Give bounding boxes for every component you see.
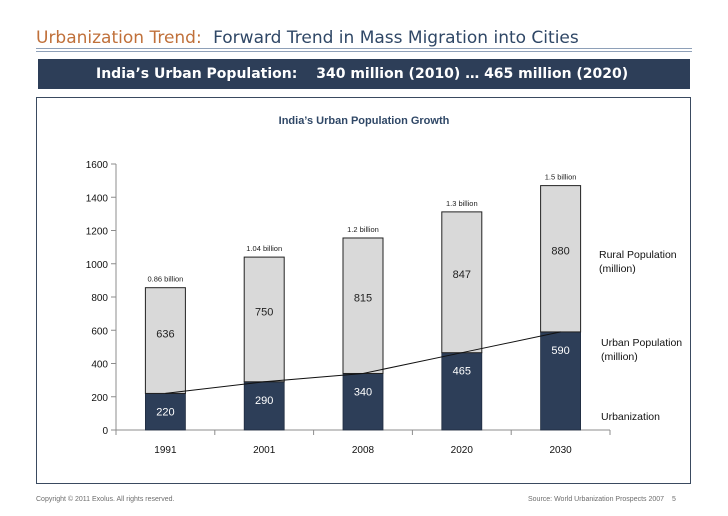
legend-urbanization: Urbanization <box>601 411 660 423</box>
source-note: Source: World Urbanization Prospects 200… <box>528 496 676 503</box>
rural-value-label: 750 <box>255 307 273 319</box>
bar-rural-population <box>441 211 483 354</box>
bars <box>144 185 582 431</box>
y-tick-label: 1600 <box>86 160 109 171</box>
summary-banner: India’s Urban Population: 340 million (2… <box>38 59 690 89</box>
bar-urban-population <box>243 381 285 431</box>
total-billion-label: 1.2 billion <box>347 225 379 234</box>
rural-value-label: 880 <box>551 245 569 257</box>
bar-urban-population <box>144 393 186 431</box>
y-tick-label: 200 <box>91 393 108 404</box>
x-tick-label: 2030 <box>549 445 572 456</box>
legend-urban-line2: (million) <box>601 351 638 363</box>
urban-value-label: 290 <box>255 395 273 407</box>
rural-value-label: 636 <box>156 328 174 340</box>
y-tick-label: 800 <box>91 293 108 304</box>
y-tick-label: 400 <box>91 360 108 371</box>
total-billion-label: 1.5 billion <box>545 173 577 182</box>
total-billion-label: 1.04 billion <box>246 244 282 253</box>
data-labels: 220 636 0.86 billion 290 750 1.04 billion 340 8… <box>147 173 576 419</box>
banner-left-text: India’s Urban Population: <box>96 66 298 82</box>
urban-value-label: 465 <box>453 366 471 378</box>
rural-value-label: 815 <box>354 293 372 305</box>
x-tick-label: 2008 <box>352 445 375 456</box>
total-billion-label: 0.86 billion <box>147 275 183 284</box>
page-number: 5 <box>672 496 676 503</box>
urbanization-trend-line <box>165 331 561 394</box>
x-axis: 1991 2001 2008 2020 2030 <box>115 429 611 456</box>
chart-title: India’s Urban Population Growth <box>279 115 450 127</box>
bar-urban-population <box>540 331 581 431</box>
y-tick-label: 0 <box>102 426 108 437</box>
title-rule-bottom <box>36 51 692 52</box>
title-main: Urbanization Trend: <box>36 28 202 48</box>
legend-rural-line2: (million) <box>599 263 636 275</box>
total-billion-label: 1.3 billion <box>446 199 478 208</box>
urban-value-label: 590 <box>551 345 569 357</box>
y-tick-label: 600 <box>91 326 108 337</box>
y-tick-label: 1400 <box>86 193 109 204</box>
banner-right-text: 340 million (2010) … 465 million (2020) <box>316 66 629 82</box>
urban-value-label: 340 <box>354 386 372 398</box>
legend: Rural Population (million) Urban Populatio… <box>599 249 682 423</box>
copyright-text: Copyright © 2011 Exolus. All rights rese… <box>36 496 175 503</box>
y-axis: 0 200 400 600 800 1000 1200 1400 1600 <box>86 160 117 437</box>
bar-rural-population <box>243 256 285 383</box>
legend-rural-line1: Rural Population <box>599 249 677 261</box>
page-title: Urbanization Trend: Forward Trend in Mas… <box>36 28 579 48</box>
source-text: Source: World Urbanization Prospects 200… <box>528 496 665 503</box>
title-rule-top <box>36 48 692 49</box>
y-tick-label: 1000 <box>86 260 109 271</box>
x-tick-label: 2020 <box>451 445 474 456</box>
y-tick-label: 1200 <box>86 227 109 238</box>
trend-line-group <box>165 331 561 394</box>
bar-rural-population <box>342 237 384 374</box>
chart-frame <box>36 97 691 484</box>
title-subtitle: Forward Trend in Mass Migration into Cit… <box>213 28 579 48</box>
legend-urban-line1: Urban Population <box>601 337 682 349</box>
bar-urban-population <box>441 352 483 431</box>
bar-urban-population <box>342 373 384 431</box>
urban-value-label: 220 <box>156 406 174 418</box>
bar-rural-population <box>144 287 186 394</box>
x-tick-label: 2001 <box>253 445 276 456</box>
x-tick-label: 1991 <box>154 445 177 456</box>
bar-rural-population <box>540 185 582 333</box>
rural-value-label: 847 <box>453 269 471 281</box>
